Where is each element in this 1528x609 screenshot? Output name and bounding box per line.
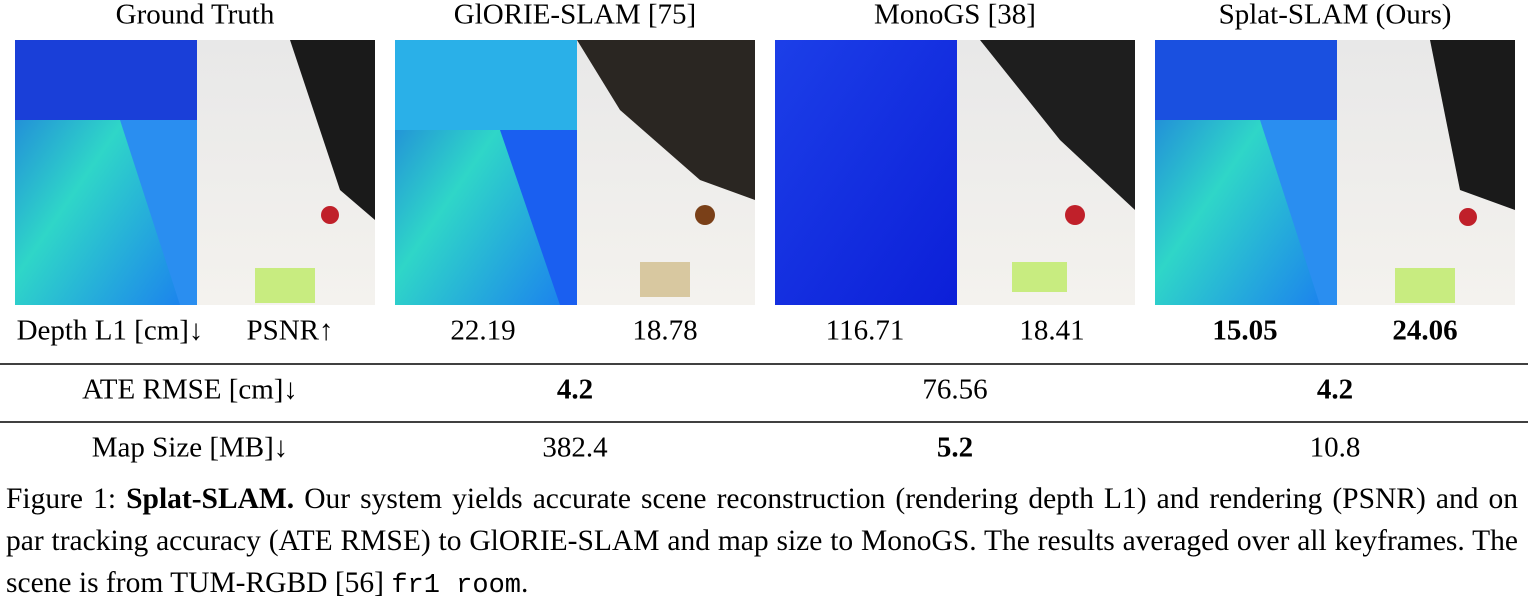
panels bbox=[15, 40, 1515, 305]
row-label: Map Size [MB]↓ bbox=[92, 432, 289, 464]
column-header: Splat-SLAM (Ours) bbox=[1219, 0, 1452, 31]
cell-value: 76.56 bbox=[922, 374, 987, 406]
panel-ground-truth bbox=[15, 40, 375, 305]
caption-label: Figure 1: bbox=[6, 483, 117, 515]
column-header: GlORIE-SLAM [75] bbox=[454, 0, 696, 31]
cell-value: 15.05 bbox=[1212, 315, 1277, 347]
cell-value: 10.8 bbox=[1310, 432, 1361, 464]
caption-code: fr1 room bbox=[391, 571, 521, 601]
row-label: PSNR↑ bbox=[246, 315, 333, 347]
column-header: MonoGS [38] bbox=[874, 0, 1036, 31]
caption: Figure 1: Splat-SLAM. Our system yields … bbox=[6, 478, 1518, 607]
row-label: ATE RMSE [cm]↓ bbox=[82, 374, 298, 406]
figure: Ground Truth GlORIE-SLAM [75] MonoGS [38] S… bbox=[0, 0, 1528, 464]
cell-value: 5.2 bbox=[937, 432, 973, 464]
cell-value: 18.41 bbox=[1019, 315, 1084, 347]
caption-title: Splat-SLAM. bbox=[126, 483, 295, 515]
cell-value: 116.71 bbox=[826, 315, 905, 347]
cell-value: 4.2 bbox=[557, 374, 593, 406]
cell-value: 4.2 bbox=[1317, 374, 1353, 406]
panel-splat bbox=[1155, 40, 1515, 305]
cell-value: 18.78 bbox=[632, 315, 697, 347]
row-label: Depth L1 [cm]↓ bbox=[17, 315, 204, 347]
panel-monogs bbox=[775, 40, 1135, 305]
caption-text: Our system yields accurate scene reconst… bbox=[6, 483, 1519, 599]
column-header: Ground Truth bbox=[116, 0, 275, 31]
cell-value: 382.4 bbox=[542, 432, 608, 464]
cell-value: 22.19 bbox=[450, 315, 515, 347]
cell-value: 24.06 bbox=[1392, 315, 1457, 347]
panel-glorie bbox=[395, 40, 755, 305]
caption-end: . bbox=[520, 567, 529, 599]
